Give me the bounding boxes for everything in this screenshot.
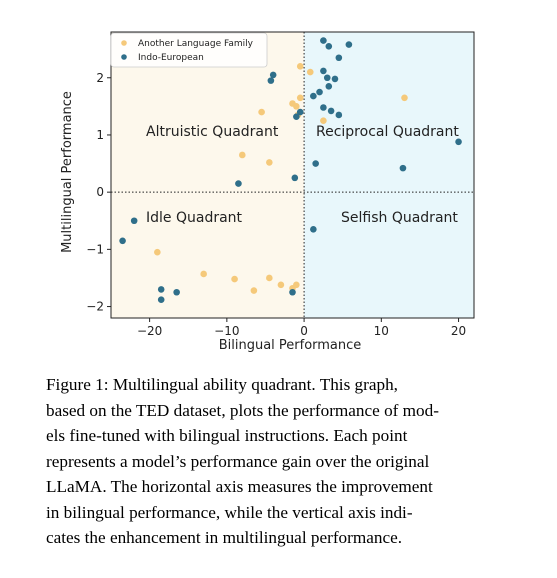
x-tick-label: 0	[300, 324, 308, 338]
point-indo-european-1	[325, 43, 333, 50]
point-another-language-family-16	[277, 281, 285, 289]
point-another-language-family-2	[296, 94, 304, 102]
legend-marker-indo-european	[121, 54, 127, 60]
point-another-language-family-11	[154, 248, 161, 256]
point-another-language-family-10	[266, 159, 273, 166]
point-another-language-family-15	[266, 274, 273, 282]
y-tick-label: −2	[86, 300, 104, 314]
x-tick-label: −10	[214, 324, 239, 338]
point-indo-european-12	[320, 104, 327, 111]
point-indo-european-16	[296, 108, 304, 116]
y-axis-title: Multilingual Performance	[60, 91, 75, 253]
caption-line: based on the TED dataset, plots the perf…	[46, 400, 439, 420]
legend-label-another-language-family: Another Language Family	[138, 39, 254, 49]
point-indo-european-0	[320, 37, 327, 44]
point-indo-european-13	[327, 107, 335, 115]
point-indo-european-17	[455, 138, 462, 146]
point-another-language-family-0	[296, 63, 304, 70]
quadrant-label-reciprocal: Reciprocal Quadrant	[316, 124, 459, 140]
point-indo-european-22	[130, 217, 138, 225]
plot-frame	[110, 31, 475, 319]
legend-marker-another-language-family	[121, 40, 127, 46]
point-indo-european-2	[345, 41, 353, 48]
point-indo-european-23	[119, 237, 126, 245]
point-another-language-family-13	[231, 275, 238, 283]
x-tick-label: −20	[137, 324, 162, 338]
x-axis-title: Bilingual Performance	[219, 338, 362, 353]
y-tick-label: 1	[96, 128, 104, 142]
point-indo-european-8	[331, 75, 339, 83]
y-tick-label: 0	[96, 185, 104, 199]
point-indo-european-19	[312, 160, 319, 167]
quadrant-label-idle: Idle Quadrant	[146, 210, 243, 226]
point-indo-european-21	[235, 180, 242, 187]
point-indo-european-10	[316, 88, 323, 96]
caption-line: LLaMA. The horizontal axis measures the …	[46, 477, 433, 496]
point-another-language-family-14	[250, 287, 258, 294]
quadrant-label-selfish: Selfish Quadrant	[341, 210, 458, 226]
idle-quadrant-region	[111, 192, 305, 318]
caption-line: Figure 1: Multilingual ability quadrant.…	[46, 375, 398, 394]
selfish-quadrant-region	[304, 192, 474, 318]
legend: Another Language Family Indo-European	[110, 32, 268, 68]
y-tick-label: 2	[96, 71, 104, 85]
point-indo-european-18	[399, 164, 407, 172]
point-indo-european-14	[335, 111, 343, 119]
point-another-language-family-4	[289, 100, 296, 107]
point-indo-european-11	[310, 92, 317, 100]
point-another-language-family-7	[320, 117, 327, 124]
caption-line: cates the enhancement in multilingual pe…	[46, 528, 403, 547]
quadrant-label-altruistic: Altruistic Quadrant	[146, 124, 279, 140]
point-indo-european-5	[267, 77, 275, 84]
point-indo-european-20	[291, 174, 299, 182]
point-another-language-family-9	[238, 151, 246, 159]
point-indo-european-15	[293, 113, 300, 120]
caption-line: represents a model’s performance gain ov…	[46, 451, 430, 471]
point-another-language-family-12	[200, 270, 207, 278]
point-indo-european-24	[310, 226, 317, 233]
point-indo-european-27	[157, 296, 165, 303]
point-indo-european-4	[269, 71, 277, 79]
legend-label-indo-european: Indo-European	[138, 53, 204, 63]
point-indo-european-6	[320, 67, 327, 75]
point-indo-european-9	[325, 83, 333, 90]
x-tick-label: 10	[374, 324, 389, 338]
point-indo-european-3	[335, 54, 343, 62]
point-indo-european-28	[289, 288, 296, 296]
y-tick-label: −1	[86, 242, 104, 256]
point-indo-european-25	[157, 286, 165, 293]
point-indo-european-7	[323, 74, 331, 82]
point-indo-european-26	[173, 288, 180, 296]
scatter-points	[119, 37, 462, 303]
point-another-language-family-8	[401, 94, 408, 102]
x-tick-label: 20	[451, 324, 466, 338]
caption-line: els fine-tuned with bilingual instructio…	[46, 426, 408, 445]
figure-caption: Figure 1: Multilingual ability quadrant.…	[46, 372, 530, 551]
point-another-language-family-6	[258, 108, 265, 116]
point-another-language-family-1	[306, 68, 314, 76]
legend-box	[110, 32, 268, 68]
caption-line: in bilingual performance, while the vert…	[46, 502, 413, 522]
